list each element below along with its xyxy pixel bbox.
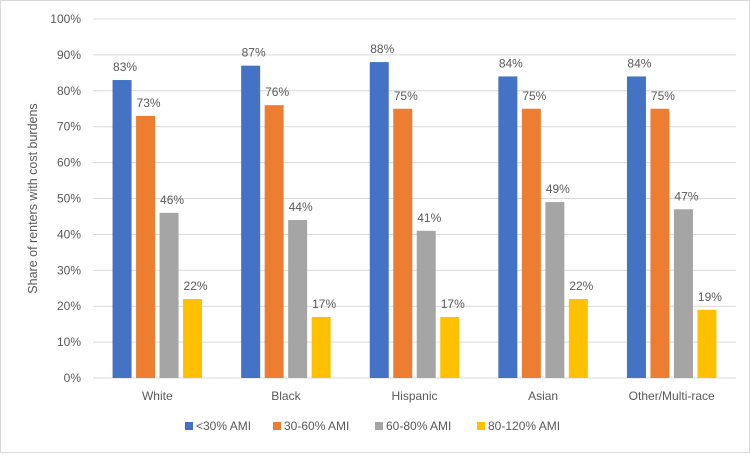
x-tick-label: Other/Multi-race <box>629 389 715 403</box>
bar <box>521 108 541 378</box>
x-tick-label: Asian <box>528 389 558 403</box>
bar <box>369 62 389 379</box>
bar <box>650 108 670 378</box>
y-tick-label: 30% <box>57 263 81 277</box>
y-tick-label: 80% <box>57 84 81 98</box>
y-tick-label: 70% <box>57 120 81 134</box>
bar <box>288 220 308 378</box>
bar <box>112 80 132 378</box>
bar <box>311 316 331 378</box>
legend-label: 30-60% AMI <box>284 419 349 433</box>
bar <box>697 309 717 378</box>
legend-swatch <box>185 422 193 430</box>
data-label: 73% <box>137 96 161 110</box>
data-label: 22% <box>569 279 593 293</box>
data-label: 88% <box>370 42 394 56</box>
y-tick-label: 50% <box>57 192 81 206</box>
bar <box>545 202 565 378</box>
data-label: 41% <box>417 211 441 225</box>
bar <box>136 115 156 379</box>
bar <box>673 209 693 378</box>
y-tick-label: 20% <box>57 299 81 313</box>
data-label: 84% <box>627 56 651 70</box>
bar <box>626 76 646 378</box>
bar <box>440 316 460 378</box>
data-label: 47% <box>674 189 698 203</box>
x-tick-label: Hispanic <box>391 389 437 403</box>
data-label: 75% <box>651 89 675 103</box>
legend-swatch <box>375 422 383 430</box>
legend-label: 80-120% AMI <box>488 419 560 433</box>
legend-label: <30% AMI <box>196 419 251 433</box>
y-tick-label: 60% <box>57 156 81 170</box>
x-tick-label: White <box>142 389 173 403</box>
data-label: 49% <box>546 182 570 196</box>
y-tick-label: 90% <box>57 48 81 62</box>
data-label: 17% <box>441 297 465 311</box>
data-label: 17% <box>312 297 336 311</box>
bar <box>159 212 179 378</box>
bar <box>393 108 413 378</box>
legend-swatch <box>477 422 485 430</box>
data-label: 87% <box>242 46 266 60</box>
bar <box>241 65 261 379</box>
data-label: 76% <box>265 85 289 99</box>
y-tick-label: 40% <box>57 227 81 241</box>
data-label: 75% <box>394 89 418 103</box>
y-tick-label: 0% <box>64 371 82 385</box>
bar <box>264 105 284 378</box>
data-label: 84% <box>499 56 523 70</box>
data-label: 75% <box>522 89 546 103</box>
legend-swatch <box>273 422 281 430</box>
y-tick-label: 100% <box>50 12 81 26</box>
data-label: 22% <box>184 279 208 293</box>
bar <box>568 299 588 378</box>
legend-label: 60-80% AMI <box>386 419 451 433</box>
y-tick-label: 10% <box>57 335 81 349</box>
bar <box>498 76 518 378</box>
bar <box>416 230 436 378</box>
data-label: 83% <box>113 60 137 74</box>
data-label: 46% <box>160 193 184 207</box>
y-axis-label: Share of renters with cost burdens <box>26 103 40 293</box>
bar <box>183 299 203 378</box>
data-label: 19% <box>698 290 722 304</box>
x-tick-label: Black <box>271 389 301 403</box>
data-label: 44% <box>289 200 313 214</box>
